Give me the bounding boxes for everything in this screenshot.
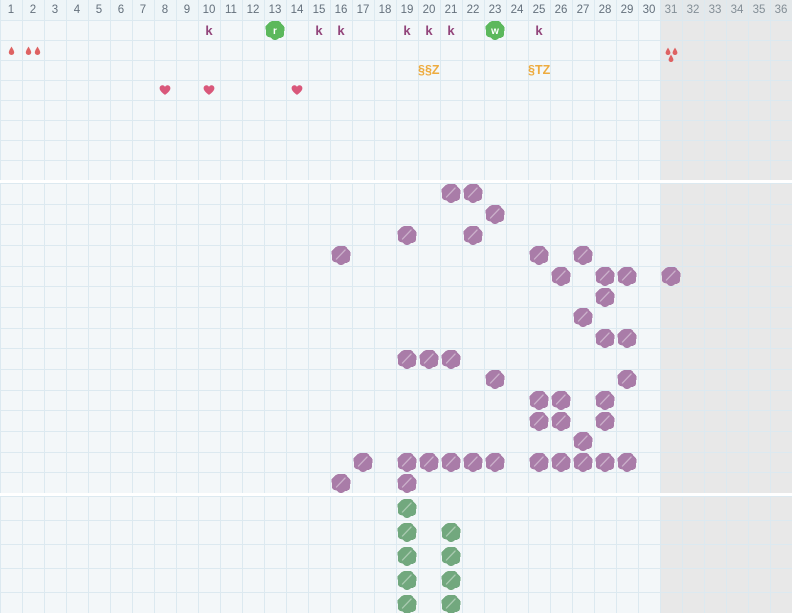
- svg-text:r: r: [273, 26, 277, 37]
- svg-text:w: w: [490, 26, 499, 37]
